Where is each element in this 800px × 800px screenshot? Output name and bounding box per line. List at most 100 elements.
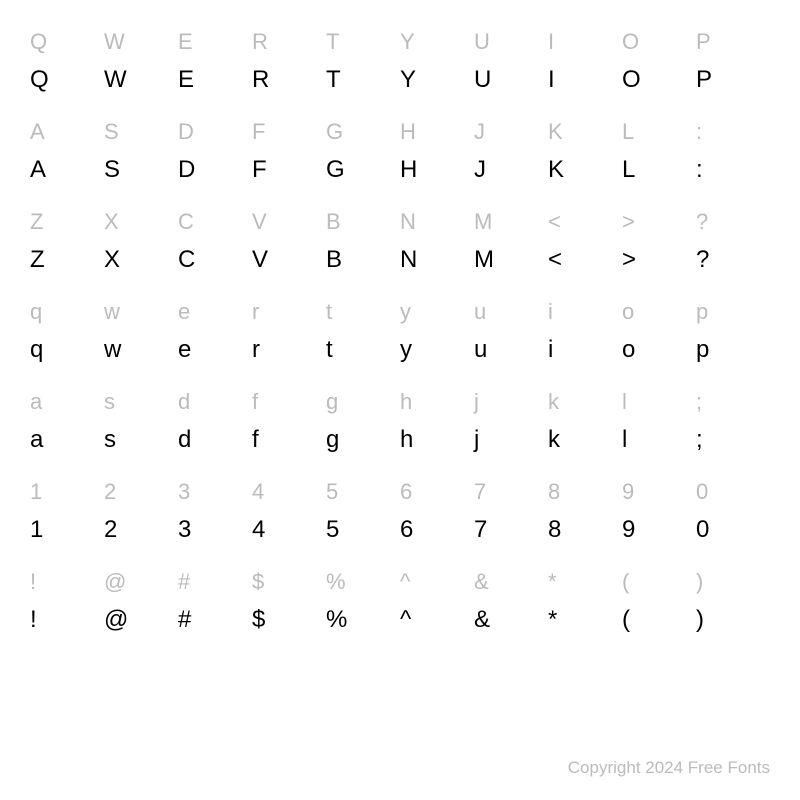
char-pair: QQ bbox=[30, 24, 104, 114]
char-pair: ^^ bbox=[400, 564, 474, 654]
specimen-char: o bbox=[622, 330, 636, 370]
char-pair: dd bbox=[178, 384, 252, 474]
specimen-char: p bbox=[696, 330, 710, 370]
label-char: 0 bbox=[696, 474, 708, 510]
label-char: R bbox=[252, 24, 268, 60]
label-char: X bbox=[104, 204, 119, 240]
char-pair: uu bbox=[474, 294, 548, 384]
specimen-char: 6 bbox=[400, 510, 414, 550]
char-pair: HH bbox=[400, 114, 474, 204]
char-pair: YY bbox=[400, 24, 474, 114]
label-char: & bbox=[474, 564, 489, 600]
label-char: B bbox=[326, 204, 341, 240]
char-pair: aa bbox=[30, 384, 104, 474]
specimen-char: F bbox=[252, 150, 267, 190]
specimen-char: 1 bbox=[30, 510, 44, 550]
char-pair: 77 bbox=[474, 474, 548, 564]
specimen-char: g bbox=[326, 420, 340, 460]
specimen-char: I bbox=[548, 60, 555, 100]
label-char: ^ bbox=[400, 564, 410, 600]
label-char: F bbox=[252, 114, 265, 150]
char-pair: FF bbox=[252, 114, 326, 204]
specimen-char: & bbox=[474, 600, 491, 640]
specimen-char: R bbox=[252, 60, 270, 100]
specimen-char: 5 bbox=[326, 510, 340, 550]
label-char: 4 bbox=[252, 474, 264, 510]
label-char: P bbox=[696, 24, 711, 60]
label-char: a bbox=[30, 384, 42, 420]
label-char: > bbox=[622, 204, 635, 240]
specimen-char: y bbox=[400, 330, 413, 370]
specimen-char: a bbox=[30, 420, 44, 460]
char-pair: !! bbox=[30, 564, 104, 654]
char-pair: ee bbox=[178, 294, 252, 384]
label-char: g bbox=[326, 384, 338, 420]
char-pair: rr bbox=[252, 294, 326, 384]
specimen-char: w bbox=[104, 330, 122, 370]
label-char: u bbox=[474, 294, 486, 330]
label-char: h bbox=[400, 384, 412, 420]
char-pair: ss bbox=[104, 384, 178, 474]
label-char: I bbox=[548, 24, 554, 60]
char-pair: TT bbox=[326, 24, 400, 114]
label-char: d bbox=[178, 384, 190, 420]
char-pair: tt bbox=[326, 294, 400, 384]
char-pair: $$ bbox=[252, 564, 326, 654]
char-pair: 66 bbox=[400, 474, 474, 564]
char-pair: ZZ bbox=[30, 204, 104, 294]
char-pair: %% bbox=[326, 564, 400, 654]
specimen-char: h bbox=[400, 420, 414, 460]
char-pair: gg bbox=[326, 384, 400, 474]
char-pair: OO bbox=[622, 24, 696, 114]
specimen-char: B bbox=[326, 240, 343, 280]
label-char: @ bbox=[104, 564, 126, 600]
specimen-char: A bbox=[30, 150, 47, 190]
specimen-char: : bbox=[696, 150, 703, 190]
specimen-char: O bbox=[622, 60, 641, 100]
char-pair: ## bbox=[178, 564, 252, 654]
char-pair: ii bbox=[548, 294, 622, 384]
char-pair: 88 bbox=[548, 474, 622, 564]
label-char: ) bbox=[696, 564, 703, 600]
label-char: * bbox=[548, 564, 557, 600]
label-char: i bbox=[548, 294, 553, 330]
specimen-char: ; bbox=[696, 420, 703, 460]
char-pair: II bbox=[548, 24, 622, 114]
label-char: y bbox=[400, 294, 411, 330]
label-char: ? bbox=[696, 204, 708, 240]
char-pair: EE bbox=[178, 24, 252, 114]
char-pair: pp bbox=[696, 294, 770, 384]
specimen-char: Q bbox=[30, 60, 49, 100]
label-char: W bbox=[104, 24, 125, 60]
specimen-char: S bbox=[104, 150, 121, 190]
label-char: e bbox=[178, 294, 190, 330]
label-char: 1 bbox=[30, 474, 42, 510]
char-pair: ff bbox=[252, 384, 326, 474]
label-char: s bbox=[104, 384, 115, 420]
label-char: 2 bbox=[104, 474, 116, 510]
specimen-char: 4 bbox=[252, 510, 266, 550]
label-char: w bbox=[104, 294, 120, 330]
char-pair: BB bbox=[326, 204, 400, 294]
char-pair: qq bbox=[30, 294, 104, 384]
specimen-char: f bbox=[252, 420, 259, 460]
label-char: V bbox=[252, 204, 267, 240]
char-pair: << bbox=[548, 204, 622, 294]
label-char: 7 bbox=[474, 474, 486, 510]
specimen-char: 7 bbox=[474, 510, 488, 550]
char-pair: ;; bbox=[696, 384, 770, 474]
specimen-char: 3 bbox=[178, 510, 192, 550]
specimen-char: ? bbox=[696, 240, 710, 280]
specimen-char: X bbox=[104, 240, 121, 280]
label-char: ! bbox=[30, 564, 36, 600]
specimen-char: D bbox=[178, 150, 196, 190]
label-char: H bbox=[400, 114, 416, 150]
label-char: % bbox=[326, 564, 346, 600]
char-pair: XX bbox=[104, 204, 178, 294]
specimen-char: 0 bbox=[696, 510, 710, 550]
char-pair: hh bbox=[400, 384, 474, 474]
specimen-char: G bbox=[326, 150, 345, 190]
label-char: 8 bbox=[548, 474, 560, 510]
label-char: l bbox=[622, 384, 627, 420]
specimen-char: L bbox=[622, 150, 636, 190]
